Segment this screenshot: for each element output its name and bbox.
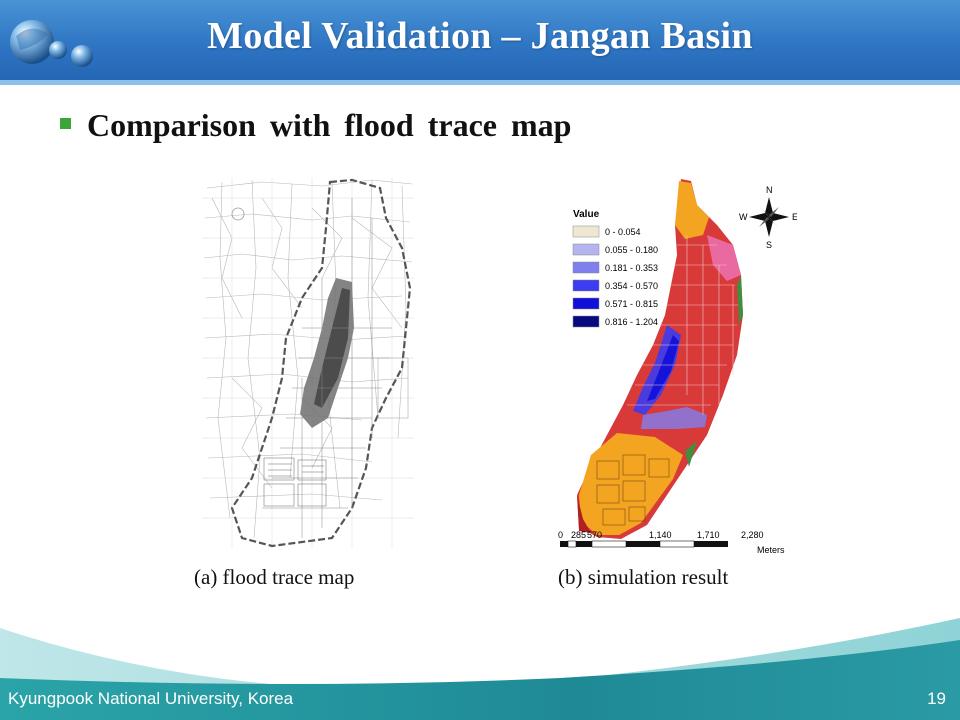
svg-text:1,140: 1,140 <box>649 530 672 540</box>
svg-text:0.571 - 0.815: 0.571 - 0.815 <box>605 299 658 309</box>
svg-text:1,710: 1,710 <box>697 530 720 540</box>
svg-text:0.816 - 1.204: 0.816 - 1.204 <box>605 317 658 327</box>
slide-title: Model Validation – Jangan Basin <box>207 15 753 57</box>
legend-item: 0 - 0.054 <box>572 225 641 238</box>
legend-item: 0.181 - 0.353 <box>572 261 658 274</box>
square-bullet-icon <box>60 117 71 129</box>
svg-text:0.181 - 0.353: 0.181 - 0.353 <box>605 263 658 273</box>
svg-text:2,280: 2,280 <box>741 530 764 540</box>
svg-text:S: S <box>766 240 772 250</box>
simulation-result-map-image: Value 0 - 0.054 0.055 - 0.180 0.181 - 0.… <box>557 175 797 557</box>
bullet-point: Comparison with flood trace map <box>60 103 571 147</box>
svg-text:W: W <box>739 212 748 222</box>
legend: 0 - 0.054 0.055 - 0.180 0.181 - 0.353 0.… <box>572 225 658 328</box>
svg-text:285: 285 <box>571 530 586 540</box>
legend-item: 0.055 - 0.180 <box>572 243 658 256</box>
page-number: 19 <box>927 689 946 708</box>
footer-university: Kyungpook National University, Korea <box>8 689 294 708</box>
slide-header <box>0 0 960 80</box>
compass-rose-icon: N E S W <box>739 185 797 250</box>
legend-item: 0.354 - 0.570 <box>572 279 658 292</box>
legend-item: 0.571 - 0.815 <box>572 297 658 310</box>
caption-simulation-result: (b) simulation result <box>558 565 729 589</box>
footer-wave <box>0 618 960 720</box>
header-accent-bar <box>0 80 960 85</box>
bullet-text: Comparison with flood trace map <box>87 106 572 143</box>
legend-item: 0.816 - 1.204 <box>572 315 658 328</box>
svg-text:N: N <box>766 185 773 195</box>
flood-trace-map-image <box>202 178 414 548</box>
caption-flood-trace-map: (a) flood trace map <box>194 565 355 589</box>
scale-bar: 0 285 570 1,140 1,710 2,280 Meters <box>558 530 785 555</box>
svg-text:0.055 - 0.180: 0.055 - 0.180 <box>605 245 658 255</box>
legend-title: Value <box>573 209 600 220</box>
svg-text:E: E <box>792 212 797 222</box>
svg-text:Meters: Meters <box>757 545 785 555</box>
svg-text:0.354 - 0.570: 0.354 - 0.570 <box>605 281 658 291</box>
svg-text:0: 0 <box>558 530 563 540</box>
svg-text:0 - 0.054: 0 - 0.054 <box>605 227 641 237</box>
logo-icon <box>10 20 93 67</box>
svg-text:570: 570 <box>587 530 602 540</box>
